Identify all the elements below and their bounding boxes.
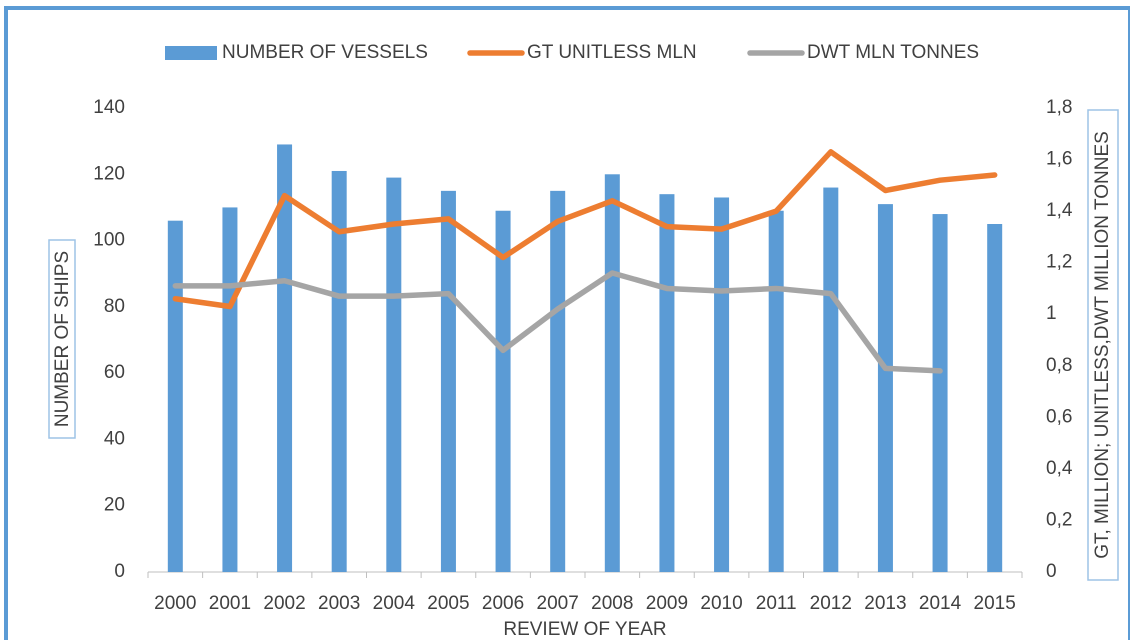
y2-tick-label: 1,8 [1046, 97, 1072, 118]
bar [495, 210, 511, 572]
bar [877, 204, 893, 572]
x-tick-label: 2014 [919, 593, 962, 614]
y-tick-label: 60 [104, 362, 125, 383]
x-axis-label: REVIEW OF YEAR [503, 619, 666, 640]
y-axis-label: NUMBER OF SHIPS [52, 251, 73, 427]
bar [167, 220, 183, 572]
y2-tick-label: 1,2 [1046, 252, 1072, 273]
x-tick-label: 2000 [154, 593, 196, 614]
x-tick-label: 2009 [646, 593, 688, 614]
x-tick-label: 2001 [209, 593, 251, 614]
y2-axis-label: GT, MILLION; UNITLESS,DWT MILLION TONNES [1092, 131, 1113, 559]
x-tick-label: 2013 [864, 593, 906, 614]
x-tick-label: 2004 [373, 593, 416, 614]
y2-tick-label: 1,6 [1046, 149, 1072, 170]
legend-label: DWT MLN TONNES [807, 42, 979, 63]
y2-tick-label: 0,8 [1046, 355, 1072, 376]
legend-swatch [165, 46, 217, 60]
x-tick-label: 2008 [591, 593, 633, 614]
y-tick-label: 100 [93, 230, 125, 251]
line [172, 149, 998, 310]
bar [659, 194, 675, 572]
bar [222, 207, 238, 572]
y2-axis-label-box [1087, 109, 1119, 581]
y2-tick-label: 0 [1046, 561, 1057, 582]
x-tick-label: 2005 [427, 593, 469, 614]
x-tick-label: 2007 [537, 593, 579, 614]
bar [386, 177, 402, 572]
bar [277, 144, 293, 572]
y2-tick-label: 0,2 [1046, 509, 1072, 530]
bar [823, 187, 839, 573]
x-tick-label: 2012 [810, 593, 852, 614]
y-tick-label: 20 [104, 495, 125, 516]
legend-label: GT UNITLESS MLN [527, 42, 697, 63]
y-axis-label-box [48, 239, 76, 439]
bar [714, 197, 730, 572]
bar [331, 170, 347, 572]
line [172, 270, 943, 374]
y2-tick-label: 1 [1046, 303, 1057, 324]
bar [768, 210, 784, 572]
y-tick-label: 80 [104, 296, 125, 317]
y-tick-label: 120 [93, 163, 125, 184]
bar [932, 214, 948, 573]
x-tick-label: 2015 [974, 593, 1016, 614]
x-tick-label: 2010 [700, 593, 742, 614]
bar [440, 190, 456, 572]
bar [604, 174, 620, 573]
x-tick-label: 2011 [756, 593, 797, 614]
y2-tick-label: 0,4 [1046, 458, 1073, 479]
y-tick-label: 0 [114, 561, 125, 582]
bar [550, 190, 566, 572]
y2-tick-label: 0,6 [1046, 406, 1072, 427]
y2-tick-label: 1,4 [1046, 200, 1073, 221]
y-tick-label: 40 [104, 428, 125, 449]
x-tick-label: 2003 [318, 593, 360, 614]
frame [4, 6, 1130, 640]
x-tick-label: 2006 [482, 593, 524, 614]
y-tick-label: 140 [93, 97, 125, 118]
legend-label: NUMBER OF VESSELS [222, 42, 428, 63]
bar [987, 224, 1003, 572]
x-tick-label: 2002 [263, 593, 305, 614]
